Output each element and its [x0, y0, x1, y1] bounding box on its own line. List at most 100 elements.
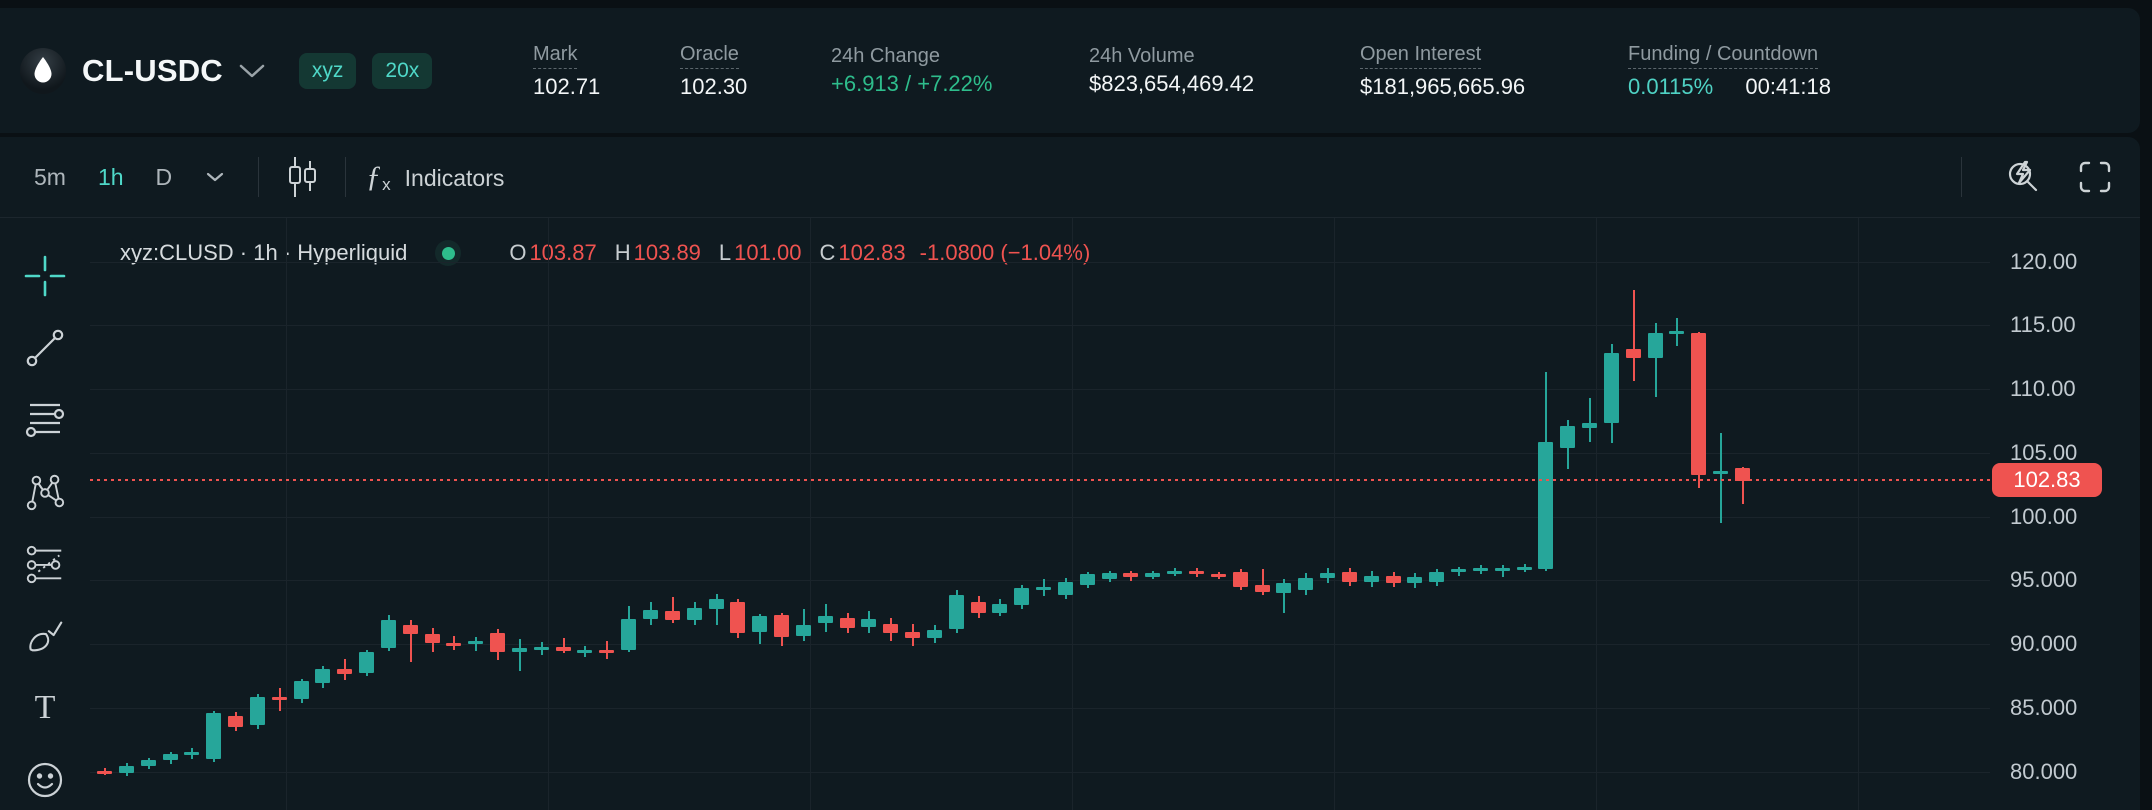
v-gridline	[1858, 218, 1859, 810]
stat-mark-label[interactable]: Mark	[533, 44, 578, 69]
h-gridline	[90, 517, 1990, 518]
candle-wick	[803, 608, 805, 641]
stat-oracle-label[interactable]: Oracle	[680, 44, 739, 69]
interval-5m-button[interactable]: 5m	[34, 163, 66, 190]
price-axis-label: 100.00	[2010, 504, 2078, 529]
candle-wick	[519, 639, 521, 672]
candle-body	[949, 594, 964, 630]
candle-body	[206, 713, 221, 760]
candle-body	[927, 630, 942, 639]
price-axis-label: 120.00	[2010, 249, 2078, 274]
fx-icon: ƒ	[366, 160, 382, 193]
candle-body	[1255, 584, 1270, 593]
quick-search-icon[interactable]	[2000, 154, 2046, 200]
funding-rate-value: 0.0115%	[1628, 73, 1714, 99]
candle-body	[883, 624, 898, 634]
candle-body	[446, 643, 461, 647]
h-gridline	[90, 580, 1990, 581]
candle-body	[1451, 569, 1466, 573]
legend-title: xyz:CLUSD · 1h · Hyperliquid	[120, 240, 408, 265]
candle-body	[730, 602, 745, 634]
toolbar-divider	[258, 157, 260, 197]
candle-wick	[563, 638, 565, 654]
candle-wick	[1720, 432, 1722, 524]
price-axis[interactable]: 120.00 115.00 110.00 105.00 100.00 95.000 90.0…	[1990, 218, 2140, 810]
candle-wick	[453, 635, 455, 650]
candle-body	[1669, 330, 1684, 334]
interval-1h-button[interactable]: 1h	[97, 163, 124, 190]
price-axis-label: 105.00	[2010, 440, 2078, 465]
candle-body	[1364, 575, 1379, 583]
candle-body	[643, 610, 658, 619]
legend-open-key: O	[509, 240, 527, 265]
v-gridline	[1596, 218, 1597, 810]
price-axis-label: 110.00	[2010, 376, 2076, 401]
symbol-title: CL-USDC	[82, 52, 223, 88]
h-gridline	[90, 389, 1990, 390]
stat-oracle: Oracle 102.30	[680, 44, 747, 98]
candle-body	[971, 602, 986, 613]
candle-body	[1735, 467, 1750, 481]
candle-body	[381, 620, 396, 649]
legend-open-value: 103.87	[529, 240, 597, 265]
trendline-tool-icon[interactable]	[23, 326, 67, 370]
stat-mark-value: 102.71	[533, 73, 601, 99]
legend-close-value: 102.83	[838, 240, 906, 265]
price-axis-label: 115.00	[2010, 312, 2076, 337]
candle-body	[1517, 566, 1532, 570]
candle-body	[1560, 426, 1575, 449]
interval-chevron-down-icon[interactable]	[192, 154, 238, 200]
candle-body	[1298, 578, 1313, 590]
emoji-tool-icon[interactable]	[23, 758, 67, 802]
xabcd-pattern-tool-icon[interactable]	[23, 470, 67, 514]
candle-wick	[716, 593, 718, 626]
price-axis-label: 95.000	[2010, 567, 2078, 592]
candle-body	[97, 770, 112, 774]
interval-1d-button[interactable]: D	[155, 163, 173, 190]
candle-body	[556, 647, 571, 651]
network-badge: xyz	[298, 52, 357, 89]
drawing-toolbar: T	[0, 218, 90, 810]
candle-body	[184, 752, 199, 756]
candle-body	[1123, 573, 1138, 577]
text-tool-icon[interactable]: T	[34, 689, 56, 726]
stat-funding-countdown: Funding / Countdown 0.0115% 00:41:18	[1628, 44, 1831, 98]
stat-24h-change-value: +6.913 / +7.22%	[831, 71, 993, 96]
stat-open-interest-value: $181,965,665.96	[1360, 73, 1526, 99]
candle-body	[818, 616, 833, 623]
candle-wick	[672, 597, 674, 623]
candle-body	[512, 648, 527, 653]
chevron-down-icon[interactable]	[239, 64, 265, 78]
series-visibility-dot[interactable]	[435, 240, 462, 266]
candle-body	[337, 668, 352, 674]
chart-style-candles-icon[interactable]	[279, 154, 325, 200]
candle-body	[294, 681, 309, 700]
candle-body	[1495, 568, 1510, 571]
stat-open-interest-label[interactable]: Open Interest	[1360, 44, 1482, 69]
candle-body	[1473, 568, 1488, 571]
coin-selector[interactable]: CL-USDC xyz 20x	[0, 47, 500, 94]
fullscreen-icon[interactable]	[2072, 154, 2118, 200]
funding-countdown-value: 00:41:18	[1745, 73, 1831, 99]
long-short-position-tool-icon[interactable]	[23, 542, 67, 586]
candle-body	[774, 615, 789, 637]
price-axis-label: 85.000	[2010, 695, 2078, 720]
candle-body	[1233, 571, 1248, 588]
stat-oracle-value: 102.30	[680, 73, 748, 99]
crosshair-tool-icon[interactable]	[23, 254, 67, 298]
h-gridline	[90, 453, 1990, 454]
h-gridline	[90, 708, 1990, 709]
legend-high-key: H	[614, 240, 631, 265]
candle-body	[752, 616, 767, 632]
brush-tool-icon[interactable]	[23, 614, 67, 658]
candlestick-chart-canvas[interactable]: xyz:CLUSD · 1h · Hyperliquid O 103.87 H 10…	[90, 218, 1990, 810]
candle-body	[425, 634, 440, 644]
candle-body	[1604, 352, 1619, 423]
fib-retracement-tool-icon[interactable]	[23, 398, 67, 442]
v-gridline	[286, 218, 287, 810]
legend-high-value: 103.89	[633, 240, 701, 265]
stat-funding-label[interactable]: Funding / Countdown	[1628, 44, 1819, 69]
stat-24h-volume-label: 24h Volume	[1089, 45, 1195, 67]
